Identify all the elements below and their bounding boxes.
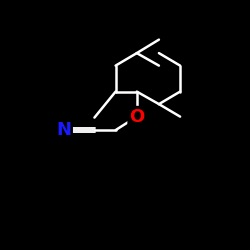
Text: N: N	[56, 121, 71, 139]
Text: O: O	[129, 108, 144, 126]
